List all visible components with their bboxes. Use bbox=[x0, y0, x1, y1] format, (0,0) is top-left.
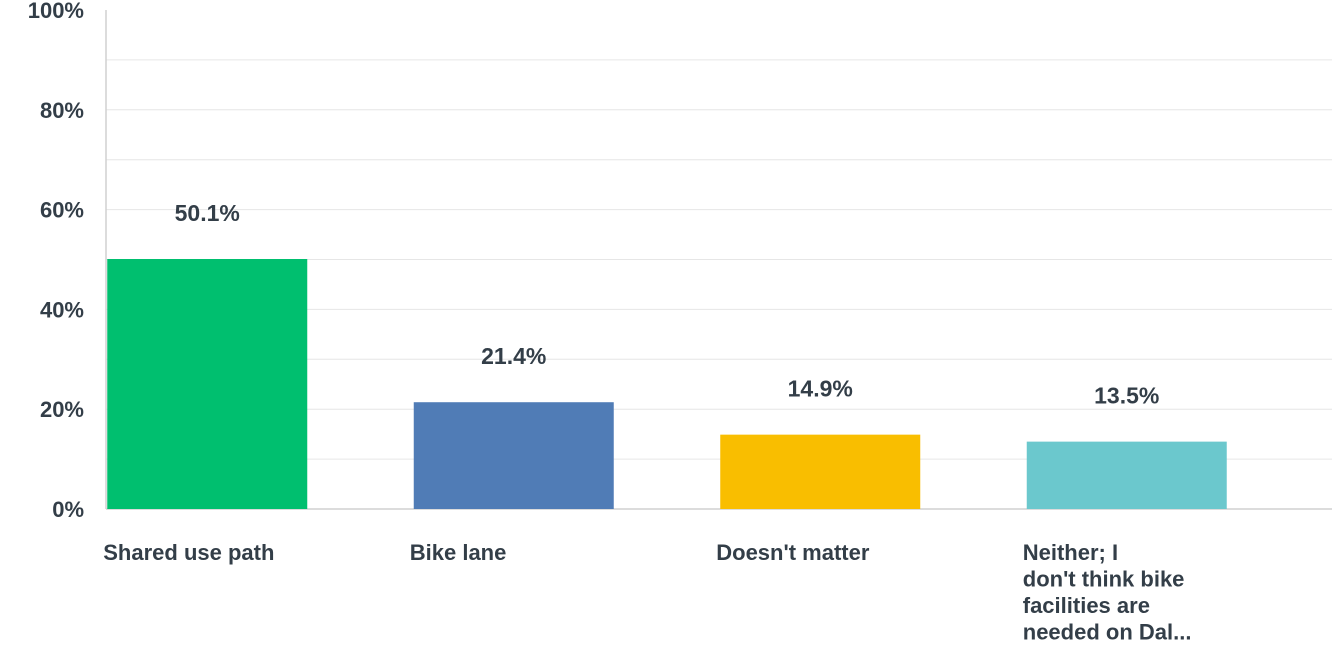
data-label-1: 50.1% bbox=[175, 200, 240, 226]
data-label-3: 14.9% bbox=[788, 376, 853, 402]
y-tick-labels: 0% 20% 40% 60% 80% 100% bbox=[28, 0, 84, 522]
y-tick-label: 60% bbox=[40, 198, 84, 223]
y-tick-label: 80% bbox=[40, 98, 84, 123]
data-label-4: 13.5% bbox=[1094, 383, 1159, 409]
x-tick-label-1: Shared use path bbox=[103, 540, 274, 565]
data-label-2: 21.4% bbox=[481, 343, 546, 369]
y-tick-label: 100% bbox=[28, 0, 84, 23]
x-tick-label-2: Bike lane bbox=[410, 540, 507, 565]
bar-4 bbox=[1026, 441, 1227, 509]
bars bbox=[107, 259, 1227, 509]
bar-3 bbox=[720, 434, 921, 509]
data-labels: 50.1% 21.4% 14.9% 13.5% bbox=[175, 200, 1160, 409]
bar-2 bbox=[413, 402, 614, 509]
y-tick-label: 40% bbox=[40, 297, 84, 322]
y-tick-label: 20% bbox=[40, 397, 84, 422]
x-tick-label-3: Doesn't matter bbox=[716, 540, 870, 565]
x-tick-labels: Shared use path Bike lane Doesn't matter Ne… bbox=[103, 540, 1191, 645]
y-tick-label: 0% bbox=[52, 497, 84, 522]
bar-1 bbox=[107, 259, 308, 509]
gridlines bbox=[106, 59, 1332, 460]
